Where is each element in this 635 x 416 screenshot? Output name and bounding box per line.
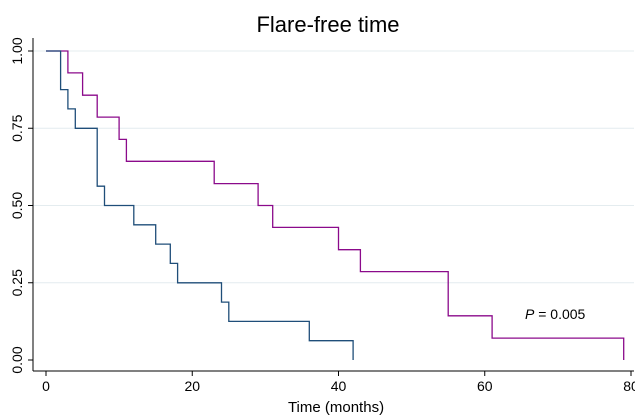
p-value-annotation: P = 0.005 bbox=[525, 306, 586, 322]
y-tick-label: 0.75 bbox=[9, 114, 25, 141]
series-lines bbox=[46, 50, 625, 360]
p-value-symbol: P bbox=[525, 306, 535, 322]
x-tick-label: 60 bbox=[477, 378, 493, 394]
p-value-text: = 0.005 bbox=[534, 306, 585, 322]
y-tick-label: 0.00 bbox=[9, 346, 25, 373]
y-tick-label: 0.50 bbox=[9, 192, 25, 219]
chart-title: Flare-free time bbox=[256, 12, 399, 37]
gridlines bbox=[33, 50, 634, 284]
series-line-2 bbox=[46, 50, 354, 360]
x-axis-label: Time (months) bbox=[288, 399, 384, 416]
x-axis-ticks: 0 20 40 60 80 bbox=[42, 371, 635, 394]
x-tick-label: 40 bbox=[331, 378, 347, 394]
y-axis-ticks: 0.00 0.25 0.50 0.75 1.00 bbox=[9, 37, 33, 374]
y-tick-label: 0.25 bbox=[9, 269, 25, 296]
series-line-1 bbox=[46, 50, 625, 360]
y-tick-label: 1.00 bbox=[9, 37, 25, 64]
x-tick-label: 20 bbox=[184, 378, 200, 394]
axes bbox=[32, 38, 634, 372]
x-tick-label: 0 bbox=[42, 378, 50, 394]
x-tick-label: 80 bbox=[623, 378, 635, 394]
